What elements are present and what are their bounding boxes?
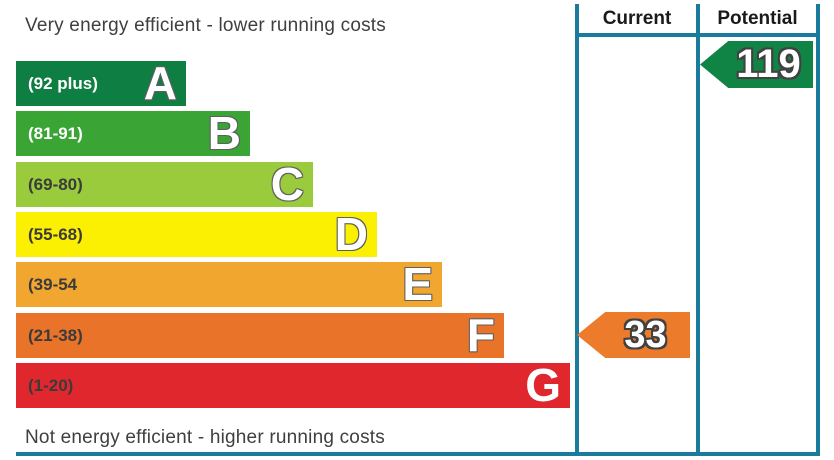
- table-border-middle: [696, 4, 700, 452]
- bottom-border-line: [16, 452, 820, 456]
- band-range-label: (39-54: [28, 274, 78, 294]
- potential-rating-arrow: 119: [700, 41, 813, 88]
- top-caption: Very energy efficient - lower running co…: [25, 15, 386, 36]
- table-border-left: [575, 4, 579, 452]
- epc-band-e: (39-54 E: [16, 258, 442, 310]
- current-rating-value: 33: [624, 313, 667, 356]
- band-range-label: (21-38): [28, 325, 83, 345]
- band-letter: A: [143, 57, 177, 109]
- epc-band-c: (69-80) C: [16, 158, 313, 210]
- band-letter: D: [334, 208, 368, 260]
- band-range-label: (81-91): [28, 123, 83, 143]
- potential-column-header: Potential: [717, 8, 798, 29]
- band-range-label: (55-68): [28, 224, 83, 244]
- epc-band-g: (1-20) G: [16, 359, 570, 411]
- band-range-label: (1-20): [28, 375, 74, 395]
- epc-band-d: (55-68) D: [16, 208, 377, 260]
- table-border-right: [816, 4, 820, 452]
- epc-band-a: (92 plus) A: [16, 57, 186, 109]
- band-range-label: (92 plus): [28, 73, 98, 93]
- band-letter: G: [525, 359, 561, 411]
- bottom-caption: Not energy efficient - higher running co…: [25, 427, 385, 448]
- potential-rating-value: 119: [736, 42, 801, 86]
- band-range-label: (69-80): [28, 174, 83, 194]
- epc-band-b: (81-91) B: [16, 107, 250, 159]
- epc-band-f: (21-38) F: [16, 309, 504, 361]
- current-column-header: Current: [602, 8, 672, 29]
- header-underline: [575, 33, 820, 37]
- band-letter: F: [466, 309, 495, 361]
- band-letter: B: [207, 107, 241, 159]
- band-letter: E: [402, 258, 433, 310]
- current-rating-arrow: 33: [577, 312, 690, 358]
- band-letter: C: [270, 158, 304, 210]
